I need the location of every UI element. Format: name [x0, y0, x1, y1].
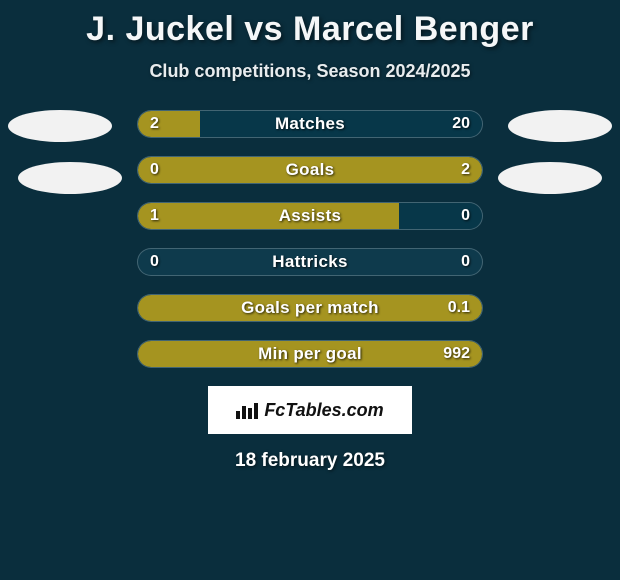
bar-fill-left [138, 111, 200, 137]
bar-label: Hattricks [138, 249, 482, 275]
comparison-chart: 220Matches 02Goals 10Assists 0 0Hattricks 0.1… [0, 110, 620, 368]
player-right-avatar-placeholder [508, 110, 612, 142]
page-title: J. Juckel vs Marcel Benger [0, 0, 620, 49]
bar-row: 220Matches [137, 110, 483, 138]
player-left-badge-placeholder [18, 162, 122, 194]
bar-row: 0.1Goals per match [137, 294, 483, 322]
bar-row: 0 0Hattricks [137, 248, 483, 276]
bar-fill-full [138, 157, 482, 183]
bar-fill-full [138, 295, 482, 321]
bar-row: 992Min per goal [137, 340, 483, 368]
brand-chart-icon [236, 401, 258, 419]
player-right-badge-placeholder [498, 162, 602, 194]
bar-fill-right [399, 203, 482, 229]
bar-value-right: 0 [461, 249, 470, 275]
bar-row: 10Assists [137, 202, 483, 230]
bar-fill-left [138, 203, 399, 229]
date-text: 18 february 2025 [0, 450, 620, 472]
bar-fill-full [138, 341, 482, 367]
page-subtitle: Club competitions, Season 2024/2025 [0, 61, 620, 82]
brand-badge: FcTables.com [208, 386, 412, 434]
bar-value-left: 0 [150, 249, 159, 275]
bar-list: 220Matches 02Goals 10Assists 0 0Hattricks 0.1… [137, 110, 483, 368]
bar-fill-right [200, 111, 482, 137]
bar-row: 02Goals [137, 156, 483, 184]
player-left-avatar-placeholder [8, 110, 112, 142]
brand-text: FcTables.com [264, 400, 383, 421]
